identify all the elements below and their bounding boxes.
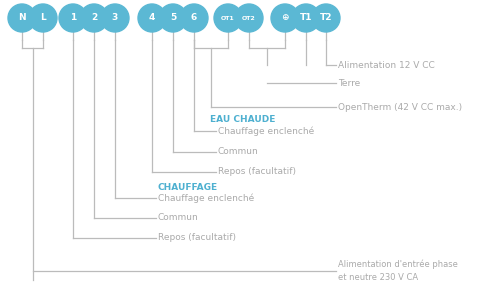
Ellipse shape [8,4,36,32]
Ellipse shape [138,4,166,32]
Ellipse shape [292,4,320,32]
Text: Alimentation 12 V CC: Alimentation 12 V CC [338,61,435,70]
Text: Commun: Commun [218,148,259,157]
Ellipse shape [214,4,242,32]
Text: CHAUFFAGE: CHAUFFAGE [158,182,218,191]
Text: 1: 1 [70,14,76,22]
Text: N: N [18,14,26,22]
Text: 2: 2 [91,14,97,22]
Text: OT1: OT1 [221,16,235,20]
Text: T1: T1 [300,14,312,22]
Ellipse shape [159,4,187,32]
Ellipse shape [271,4,299,32]
Text: 6: 6 [191,14,197,22]
Text: EAU CHAUDE: EAU CHAUDE [210,115,276,124]
Text: 4: 4 [149,14,155,22]
Ellipse shape [101,4,129,32]
Text: Commun: Commun [158,214,199,223]
Text: Chauffage enclenché: Chauffage enclenché [158,193,254,203]
Text: Alimentation d'entrée phase: Alimentation d'entrée phase [338,260,458,269]
Text: T2: T2 [320,14,332,22]
Ellipse shape [235,4,263,32]
Text: 5: 5 [170,14,176,22]
Ellipse shape [180,4,208,32]
Text: Repos (facultatif): Repos (facultatif) [158,233,236,242]
Ellipse shape [29,4,57,32]
Text: Terre: Terre [338,79,360,88]
Text: OT2: OT2 [242,16,256,20]
Text: et neutre 230 V CA: et neutre 230 V CA [338,273,418,282]
Text: OpenTherm (42 V CC max.): OpenTherm (42 V CC max.) [338,103,462,112]
Text: Repos (facultatif): Repos (facultatif) [218,167,296,176]
Ellipse shape [59,4,87,32]
Text: L: L [40,14,46,22]
Text: 3: 3 [112,14,118,22]
Ellipse shape [312,4,340,32]
Text: Chauffage enclenché: Chauffage enclenché [218,126,314,136]
Ellipse shape [80,4,108,32]
Text: ⊕: ⊕ [281,14,289,22]
